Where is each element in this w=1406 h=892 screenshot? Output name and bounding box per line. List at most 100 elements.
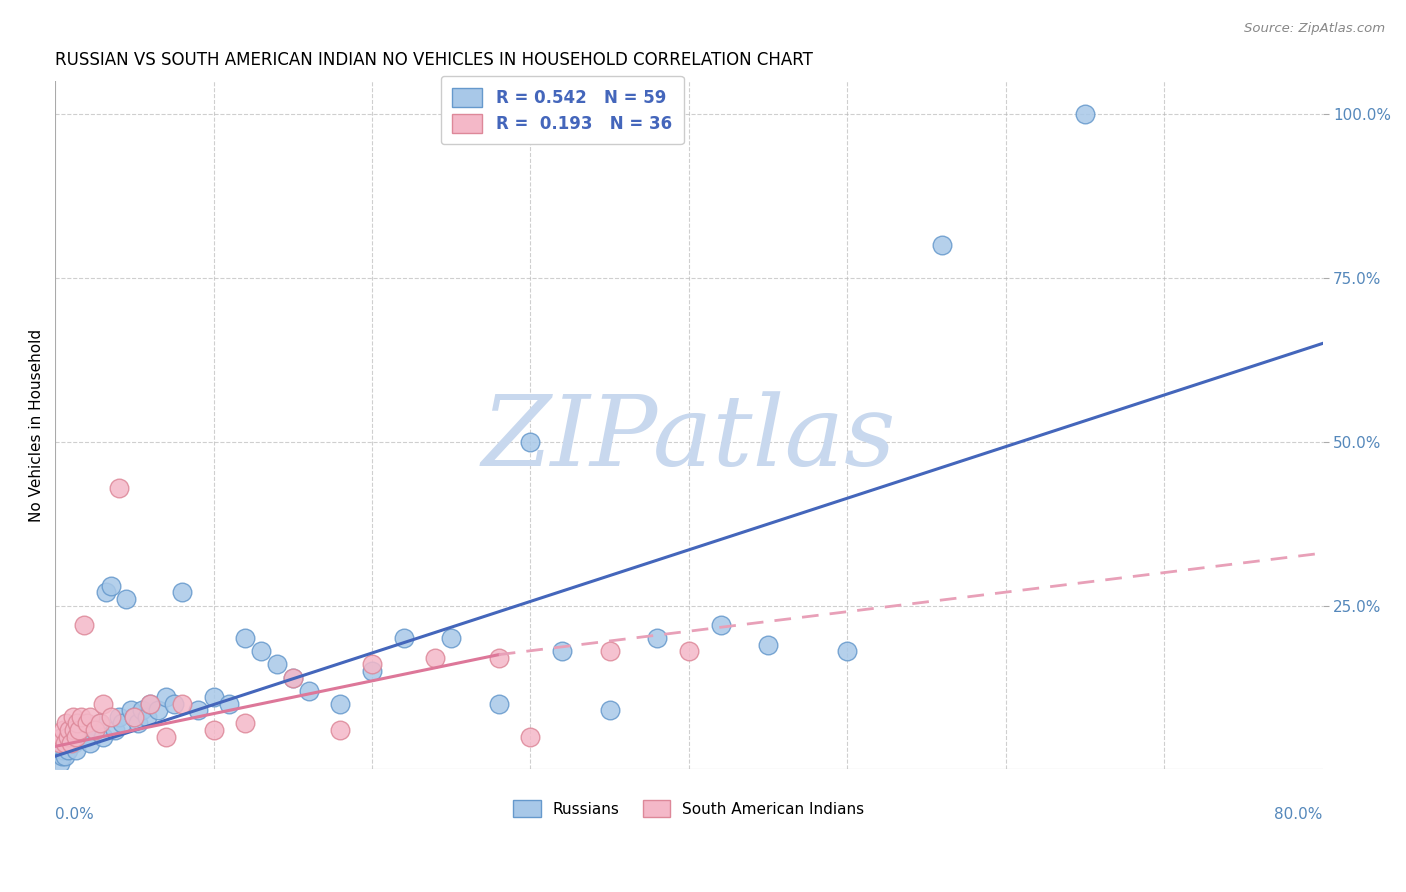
Point: [155, 730, 177, 744]
Point: [136, 710, 159, 724]
Point: [139, 697, 162, 711]
Point: [66, 716, 89, 731]
Point: [63, 723, 86, 737]
Point: [392, 632, 415, 646]
Point: [187, 703, 209, 717]
Point: [52, 742, 75, 756]
Point: [62, 730, 84, 744]
Point: [107, 710, 129, 724]
Point: [202, 690, 225, 705]
Point: [104, 723, 127, 737]
Point: [79, 736, 101, 750]
Point: [69, 710, 91, 724]
Point: [76, 716, 98, 731]
Point: [76, 730, 98, 744]
Point: [163, 697, 186, 711]
Point: [124, 710, 146, 724]
Point: [51, 730, 73, 744]
Point: [266, 657, 288, 672]
Point: [837, 644, 859, 658]
Text: Source: ZipAtlas.com: Source: ZipAtlas.com: [1244, 22, 1385, 36]
Point: [49, 756, 72, 770]
Point: [69, 716, 91, 731]
Point: [49, 736, 72, 750]
Point: [233, 632, 256, 646]
Point: [67, 730, 90, 744]
Point: [83, 723, 105, 737]
Point: [361, 657, 384, 672]
Y-axis label: No Vehicles in Household: No Vehicles in Household: [30, 329, 44, 522]
Point: [329, 697, 352, 711]
Point: [678, 644, 700, 658]
Point: [91, 730, 114, 744]
Point: [281, 671, 304, 685]
Point: [60, 736, 83, 750]
Point: [91, 697, 114, 711]
Point: [250, 644, 273, 658]
Point: [124, 710, 146, 724]
Point: [233, 716, 256, 731]
Point: [329, 723, 352, 737]
Point: [79, 710, 101, 724]
Point: [52, 723, 75, 737]
Point: [599, 644, 621, 658]
Point: [53, 749, 76, 764]
Point: [51, 749, 73, 764]
Point: [645, 632, 668, 646]
Point: [709, 618, 731, 632]
Point: [65, 742, 87, 756]
Point: [120, 703, 142, 717]
Point: [53, 736, 76, 750]
Point: [425, 651, 447, 665]
Point: [170, 585, 193, 599]
Point: [67, 723, 90, 737]
Point: [756, 638, 779, 652]
Point: [202, 723, 225, 737]
Point: [361, 664, 384, 678]
Point: [551, 644, 574, 658]
Point: [56, 742, 79, 756]
Point: [63, 736, 86, 750]
Point: [218, 697, 240, 711]
Point: [62, 710, 84, 724]
Point: [65, 730, 87, 744]
Point: [488, 697, 510, 711]
Point: [94, 585, 117, 599]
Point: [131, 703, 153, 717]
Text: 80.0%: 80.0%: [1274, 807, 1323, 822]
Point: [107, 481, 129, 495]
Text: 0.0%: 0.0%: [55, 807, 94, 822]
Point: [155, 690, 177, 705]
Point: [1074, 107, 1097, 121]
Point: [60, 736, 83, 750]
Point: [599, 703, 621, 717]
Point: [931, 238, 953, 252]
Point: [73, 618, 96, 632]
Point: [111, 716, 134, 731]
Point: [60, 723, 83, 737]
Point: [115, 591, 138, 606]
Point: [83, 723, 105, 737]
Point: [298, 683, 321, 698]
Point: [100, 579, 122, 593]
Point: [146, 703, 169, 717]
Point: [56, 730, 79, 744]
Point: [58, 723, 80, 737]
Point: [170, 697, 193, 711]
Point: [89, 716, 111, 731]
Point: [73, 723, 96, 737]
Point: [139, 697, 162, 711]
Point: [127, 716, 149, 731]
Point: [519, 434, 541, 449]
Point: [89, 716, 111, 731]
Point: [488, 651, 510, 665]
Point: [66, 723, 89, 737]
Point: [100, 710, 122, 724]
Point: [440, 632, 463, 646]
Legend: Russians, South American Indians: Russians, South American Indians: [508, 794, 870, 823]
Text: ZIPatlas: ZIPatlas: [482, 392, 896, 487]
Text: RUSSIAN VS SOUTH AMERICAN INDIAN NO VEHICLES IN HOUSEHOLD CORRELATION CHART: RUSSIAN VS SOUTH AMERICAN INDIAN NO VEHI…: [55, 51, 813, 69]
Point: [55, 736, 77, 750]
Point: [281, 671, 304, 685]
Point: [519, 730, 541, 744]
